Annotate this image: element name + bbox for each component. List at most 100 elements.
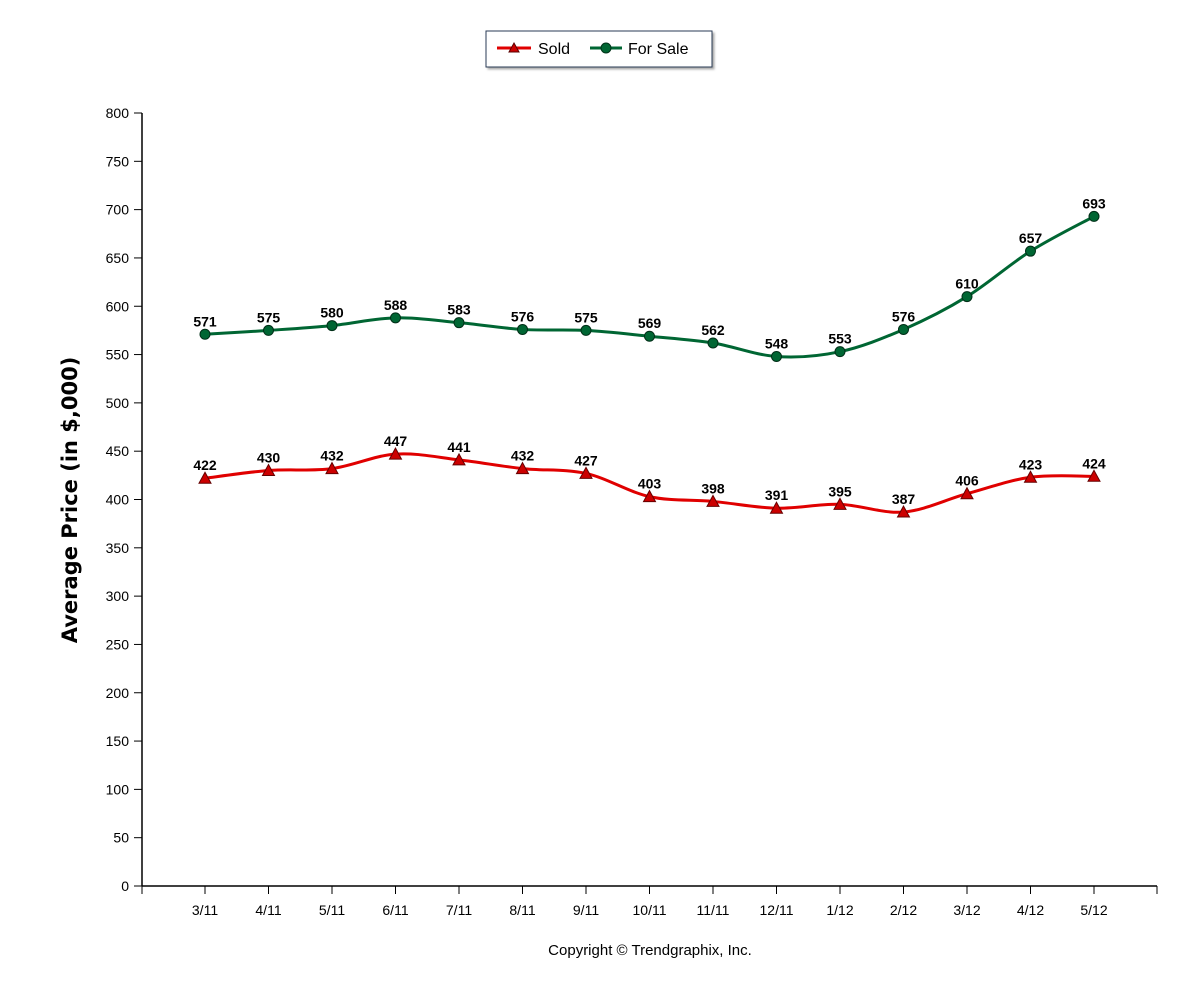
data-label-sold: 395 [828,483,852,499]
data-point-sold[interactable] [325,461,339,475]
data-label-for-sale: 571 [193,313,217,329]
legend-sold-marker [508,41,520,53]
data-label-sold: 447 [384,433,408,449]
y-ticks: 0 50 100 150 200 250 300 350 400 450 500 550 600 650 7… [106,105,142,894]
y-tick-label: 600 [106,298,130,314]
data-point-for-sale[interactable] [834,346,846,358]
x-tick-label: 5/11 [319,902,345,918]
data-label-sold: 432 [320,448,344,464]
y-tick-label: 400 [106,492,130,508]
data-label-sold: 432 [511,448,535,464]
data-label-sold: 406 [955,473,979,489]
series-for-sale: 571 575 580 588 583 576 575 569 562 548 553 576 610 6… [193,195,1106,362]
x-ticks: 3/11 4/11 5/11 6/11 7/11 8/11 9/11 10/11 11/11 12… [141,886,1158,918]
x-tick-label: 3/12 [953,902,980,918]
legend-item-for-sale[interactable]: For Sale [590,41,689,58]
legend-label-sold: Sold [538,41,570,58]
legend-label-for-sale: For Sale [628,41,689,58]
data-label-sold: 427 [574,452,598,468]
data-point-for-sale[interactable] [771,350,782,362]
data-point-sold[interactable] [198,471,212,484]
data-point-for-sale[interactable] [453,317,465,329]
data-point-for-sale[interactable] [644,330,655,342]
data-label-for-sale: 583 [447,302,471,318]
data-point-sold[interactable] [960,486,974,500]
copyright-text: Copyright © Trendgraphix, Inc. [548,942,752,959]
data-point-sold[interactable] [579,466,593,479]
x-tick-label: 11/11 [697,902,730,918]
data-point-sold[interactable] [769,501,784,514]
data-label-for-sale: 548 [765,335,789,351]
data-label-for-sale: 575 [574,309,598,325]
x-tick-label: 10/11 [633,902,667,918]
data-label-for-sale: 562 [701,322,725,338]
data-point-for-sale[interactable] [263,324,274,336]
data-label-sold: 387 [892,491,916,507]
data-label-sold: 430 [257,450,281,466]
x-tick-label: 1/12 [826,902,853,918]
data-point-for-sale[interactable] [961,291,973,303]
data-label-sold: 391 [765,487,789,503]
data-label-for-sale: 588 [384,297,408,313]
y-tick-label: 200 [106,685,130,701]
data-point-for-sale[interactable] [1088,210,1100,222]
legend-item-sold[interactable]: Sold [497,41,570,58]
data-label-sold: 424 [1082,455,1106,471]
data-point-sold[interactable] [1023,470,1038,483]
data-point-for-sale[interactable] [1025,245,1036,257]
x-tick-label: 8/11 [509,902,535,918]
data-label-for-sale: 553 [828,331,852,347]
y-tick-label: 700 [106,202,130,218]
data-point-for-sale[interactable] [517,323,528,335]
data-point-for-sale[interactable] [580,324,592,336]
x-tick-label: 12/11 [760,902,794,918]
data-point-sold[interactable] [706,494,720,507]
data-label-for-sale: 610 [955,276,979,292]
data-label-for-sale: 580 [320,305,344,321]
data-point-for-sale[interactable] [326,320,338,332]
data-label-for-sale: 569 [638,315,662,331]
y-tick-label: 300 [106,588,130,604]
data-label-sold: 441 [447,439,471,455]
data-point-sold[interactable] [1087,469,1101,482]
data-point-sold[interactable] [642,489,657,503]
x-tick-label: 3/11 [192,902,218,918]
data-point-sold[interactable] [452,452,466,466]
data-label-sold: 398 [701,480,725,496]
legend-for-sale-marker [600,42,612,54]
data-point-sold[interactable] [896,505,911,518]
data-label-for-sale: 576 [892,308,916,324]
x-tick-label: 9/11 [573,902,599,918]
y-tick-label: 250 [106,636,130,652]
data-label-for-sale: 693 [1082,195,1106,211]
data-point-sold[interactable] [833,497,847,510]
data-label-for-sale: 575 [257,309,281,325]
data-point-sold[interactable] [261,463,276,477]
data-point-for-sale[interactable] [390,312,401,324]
y-tick-label: 750 [106,153,130,169]
series-layer: 422 430 432 447 441 432 427 403 398 391 395 387 406 4… [193,195,1106,518]
y-tick-label: 500 [106,395,130,411]
series-sold: 422 430 432 447 441 432 427 403 398 391 395 387 406 4… [193,433,1106,518]
data-point-sold[interactable] [515,461,530,475]
x-tick-label: 4/12 [1017,902,1044,918]
data-label-for-sale: 657 [1019,230,1043,246]
x-tick-label: 5/12 [1080,902,1107,918]
y-tick-label: 0 [121,878,129,894]
x-tick-label: 2/12 [890,902,917,918]
data-point-for-sale[interactable] [707,337,719,349]
legend: Sold For Sale [485,30,713,68]
data-point-for-sale[interactable] [199,328,211,340]
x-tick-label: 6/11 [382,902,408,918]
y-tick-label: 550 [106,347,130,363]
data-point-sold[interactable] [388,447,403,460]
data-label-sold: 403 [638,476,662,492]
x-tick-label: 7/11 [446,902,472,918]
y-tick-label: 150 [106,733,130,749]
y-tick-label: 100 [106,781,130,797]
y-tick-label: 650 [106,250,130,266]
x-tick-label: 4/11 [255,902,281,918]
data-point-for-sale[interactable] [898,323,909,335]
y-tick-label: 350 [106,540,130,556]
